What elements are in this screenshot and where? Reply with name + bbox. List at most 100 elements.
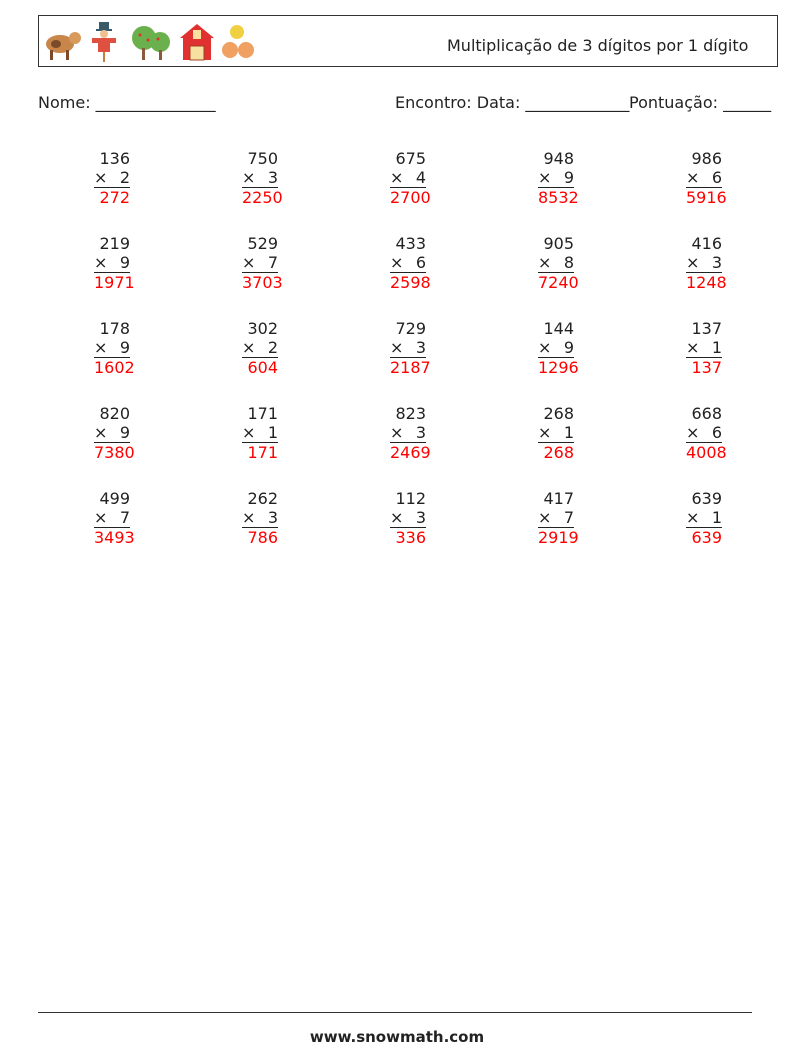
answer: 2469 — [390, 442, 431, 462]
farm-icons — [46, 22, 254, 62]
multiplier-row: × 3 — [366, 508, 426, 527]
answer: 7380 — [94, 442, 135, 462]
problem: 178 × 9 1602 — [70, 319, 135, 377]
multiplier-row: × 7 — [514, 508, 574, 527]
multiplicand: 144 — [543, 319, 574, 338]
answer: 1602 — [94, 357, 135, 377]
answer: 8532 — [538, 187, 579, 207]
multiplicand: 675 — [395, 149, 426, 168]
trees-icon — [132, 26, 170, 60]
answer: 268 — [538, 442, 574, 462]
multiplicand: 112 — [395, 489, 426, 508]
times-sign: × — [242, 338, 256, 357]
scarecrow-icon — [92, 22, 116, 62]
answer: 272 — [94, 187, 130, 207]
multiplicand: 529 — [247, 234, 278, 253]
times-sign: × — [390, 338, 404, 357]
multiplier: 9 — [563, 168, 574, 187]
multiplier: 1 — [711, 508, 722, 527]
times-sign: × — [94, 338, 108, 357]
answer: 137 — [686, 357, 722, 377]
worksheet-title: Multiplicação de 3 dígitos por 1 dígito — [447, 36, 749, 55]
multiplier-row: × 1 — [662, 508, 722, 527]
problem: 137 × 1 137 — [662, 319, 722, 377]
problem: 416 × 3 1248 — [662, 234, 727, 292]
multiplier-row: × 1 — [514, 423, 574, 442]
multiplier: 9 — [119, 253, 130, 272]
times-sign: × — [390, 253, 404, 272]
times-sign: × — [686, 423, 700, 442]
multiplicand: 729 — [395, 319, 426, 338]
answer: 2919 — [538, 527, 579, 547]
times-sign: × — [94, 423, 108, 442]
multiplicand: 750 — [247, 149, 278, 168]
date-field[interactable]: Encontro: Data: _____________ — [395, 93, 630, 112]
times-sign: × — [686, 168, 700, 187]
times-sign: × — [242, 253, 256, 272]
problem: 112 × 3 336 — [366, 489, 426, 547]
multiplier: 1 — [267, 423, 278, 442]
multiplicand: 668 — [691, 404, 722, 423]
answer: 604 — [242, 357, 278, 377]
multiplier: 3 — [415, 338, 426, 357]
times-sign: × — [538, 168, 552, 187]
times-sign: × — [538, 253, 552, 272]
multiplier-row: × 1 — [218, 423, 278, 442]
problem: 948 × 9 8532 — [514, 149, 579, 207]
multiplier: 6 — [415, 253, 426, 272]
problem: 219 × 9 1971 — [70, 234, 135, 292]
problem: 820 × 9 7380 — [70, 404, 135, 462]
multiplier-row: × 3 — [662, 253, 722, 272]
score-field[interactable]: Pontuação: ______ — [629, 93, 772, 112]
problem: 136 × 2 272 — [70, 149, 130, 207]
multiplier-row: × 3 — [218, 508, 278, 527]
times-sign: × — [390, 168, 404, 187]
problem: 262 × 3 786 — [218, 489, 278, 547]
answer: 639 — [686, 527, 722, 547]
answer: 5916 — [686, 187, 727, 207]
answer: 1248 — [686, 272, 727, 292]
times-sign: × — [390, 423, 404, 442]
multiplier: 3 — [415, 508, 426, 527]
multiplier-row: × 9 — [514, 168, 574, 187]
multiplicand: 905 — [543, 234, 574, 253]
problem: 639 × 1 639 — [662, 489, 722, 547]
multiplicand: 823 — [395, 404, 426, 423]
times-sign: × — [686, 508, 700, 527]
multiplier-row: × 7 — [70, 508, 130, 527]
answer: 7240 — [538, 272, 579, 292]
answer: 4008 — [686, 442, 727, 462]
multiplier: 6 — [711, 423, 722, 442]
times-sign: × — [94, 508, 108, 527]
times-sign: × — [94, 253, 108, 272]
cow-icon — [46, 32, 81, 60]
times-sign: × — [538, 338, 552, 357]
problem: 171 × 1 171 — [218, 404, 278, 462]
multiplicand: 433 — [395, 234, 426, 253]
times-sign: × — [94, 168, 108, 187]
problem: 417 × 7 2919 — [514, 489, 579, 547]
multiplier-row: × 6 — [662, 423, 722, 442]
multiplier: 8 — [563, 253, 574, 272]
times-sign: × — [242, 423, 256, 442]
multiplier-row: × 2 — [70, 168, 130, 187]
multiplicand: 302 — [247, 319, 278, 338]
multiplicand: 178 — [99, 319, 130, 338]
problem: 529 × 7 3703 — [218, 234, 283, 292]
answer: 2700 — [390, 187, 431, 207]
multiplier: 7 — [563, 508, 574, 527]
name-field[interactable]: Nome: _______________ — [38, 93, 216, 112]
multiplicand: 417 — [543, 489, 574, 508]
multiplier-row: × 6 — [662, 168, 722, 187]
times-sign: × — [538, 508, 552, 527]
footer-website[interactable]: www.snowmath.com — [309, 1028, 485, 1046]
multiplier-row: × 7 — [218, 253, 278, 272]
multiplier: 7 — [267, 253, 278, 272]
multiplier-row: × 2 — [218, 338, 278, 357]
problem: 905 × 8 7240 — [514, 234, 579, 292]
multiplicand: 948 — [543, 149, 574, 168]
answer: 336 — [390, 527, 426, 547]
multiplier: 6 — [711, 168, 722, 187]
multiplier: 2 — [119, 168, 130, 187]
answer: 1296 — [538, 357, 579, 377]
